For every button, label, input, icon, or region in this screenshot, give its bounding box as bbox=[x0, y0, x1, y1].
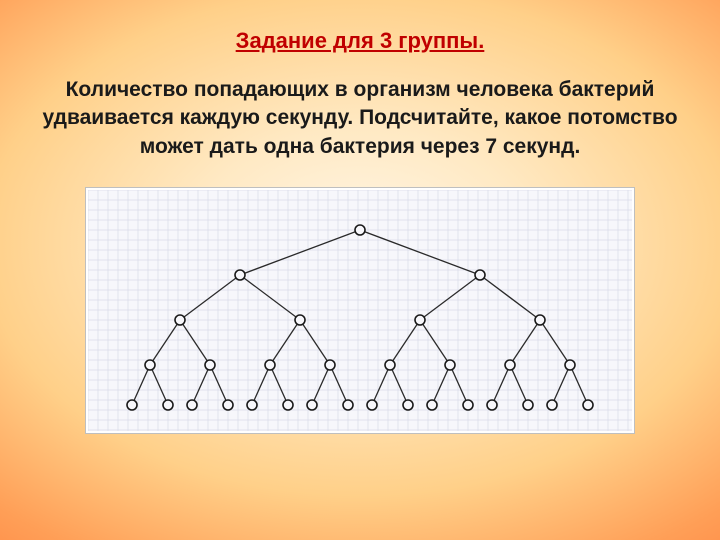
task-body: Количество попадающих в организм человек… bbox=[0, 76, 720, 161]
slide: Задание для 3 группы. Количество попадаю… bbox=[0, 0, 720, 540]
tree-figure-frame bbox=[85, 187, 635, 434]
task-title: Задание для 3 группы. bbox=[0, 28, 720, 54]
binary-tree-diagram bbox=[88, 190, 632, 431]
